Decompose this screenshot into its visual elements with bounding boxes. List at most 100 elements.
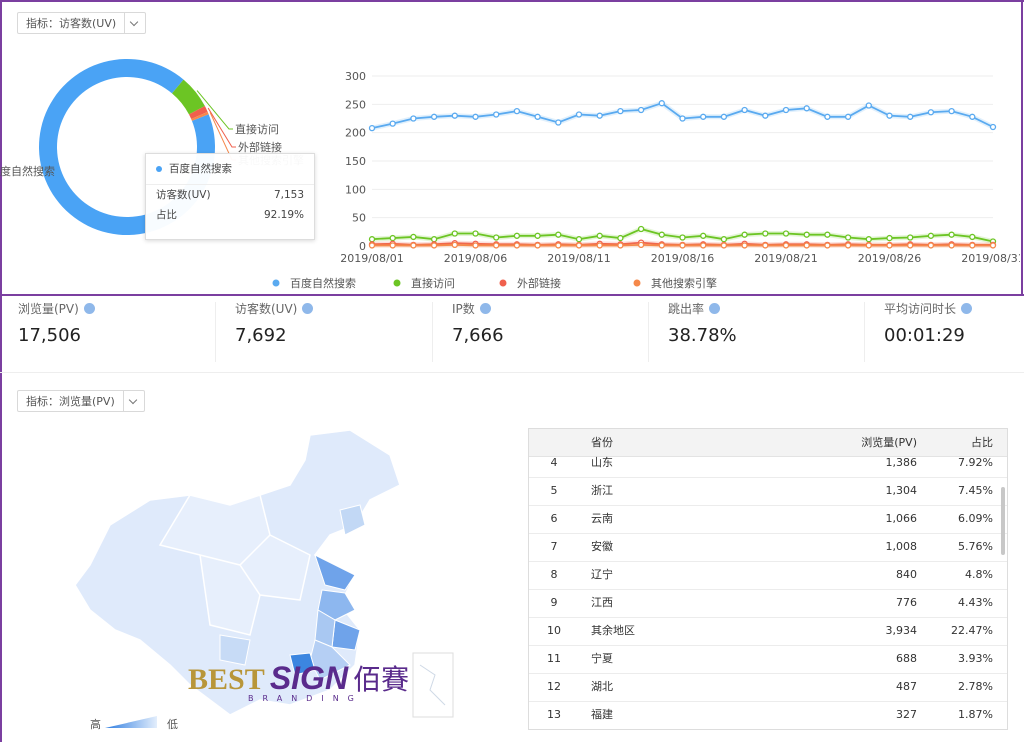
table-cell: 浙江 xyxy=(591,484,613,497)
table-row: 5 浙江 1,304 7.45% xyxy=(529,477,1007,506)
logo-sub: BRANDING xyxy=(248,694,363,703)
map-province xyxy=(158,494,311,636)
y-tick-label: 100 xyxy=(345,183,366,196)
point xyxy=(865,242,872,249)
slice-label: 百度自然搜索 xyxy=(0,164,55,178)
help-icon xyxy=(479,303,491,314)
point xyxy=(368,124,376,132)
leader-line xyxy=(196,90,233,130)
tooltip-key: 访客数(UV) xyxy=(156,189,211,201)
divider xyxy=(0,372,1024,373)
point xyxy=(741,231,748,238)
selector-text: 指标：浏览量(PV) xyxy=(18,391,124,411)
table-cell: 6 xyxy=(550,512,558,525)
point xyxy=(658,242,665,249)
stat-value: 00:01:29 xyxy=(884,325,965,346)
logo-cn: 佰賽 xyxy=(353,663,410,696)
point xyxy=(907,242,914,249)
point xyxy=(700,242,707,249)
point xyxy=(451,230,458,237)
x-tick-label: 2019/08/26 xyxy=(858,252,921,265)
table-cell: 福建 xyxy=(591,708,613,721)
point xyxy=(865,102,872,109)
donut-slice xyxy=(191,111,209,121)
point xyxy=(472,113,479,120)
table-cell: 1,386 xyxy=(885,456,918,469)
table-cell: 1,304 xyxy=(885,484,918,497)
table-header: 省份 浏览量(PV) 占比 xyxy=(529,429,1007,457)
point xyxy=(513,242,521,249)
legend-label: 外部链接 xyxy=(517,276,561,290)
charts: 百度自然搜索直接访问外部链接其他搜索引擎05010015020025030020… xyxy=(0,59,1020,290)
help-icon xyxy=(83,303,95,314)
frame xyxy=(1021,0,1023,296)
logo-brand: BEST xyxy=(188,663,265,696)
point xyxy=(700,113,707,120)
point xyxy=(617,107,624,115)
point xyxy=(762,242,769,249)
selector-label: 指标： xyxy=(26,17,59,30)
point xyxy=(596,112,603,119)
inset-islands xyxy=(419,664,446,706)
map-metric-selector[interactable]: 指标：浏览量(PV) xyxy=(17,390,145,412)
point xyxy=(886,112,893,119)
frame xyxy=(0,0,2,742)
legend-gradient xyxy=(105,716,157,728)
legend-swatch xyxy=(499,279,507,287)
table-cell: 13 xyxy=(547,708,561,721)
table-cell: 8 xyxy=(550,568,558,581)
point xyxy=(824,113,831,120)
selector-label: 指标： xyxy=(26,395,59,408)
point xyxy=(803,242,810,249)
point xyxy=(886,234,893,242)
point xyxy=(596,232,603,239)
legend-label: 直接访问 xyxy=(411,276,455,290)
point xyxy=(575,242,583,249)
metric-selector[interactable]: 指标：访客数(UV) xyxy=(17,12,147,34)
point xyxy=(555,119,562,126)
stat-label: 浏览量(PV) xyxy=(18,302,79,316)
point xyxy=(803,231,810,238)
point xyxy=(658,100,665,107)
y-tick-label: 50 xyxy=(352,212,366,225)
point xyxy=(762,230,769,237)
point xyxy=(989,242,997,249)
point xyxy=(679,242,686,249)
x-tick-label: 2019/08/31 xyxy=(961,252,1020,265)
point xyxy=(451,241,458,249)
point xyxy=(948,107,955,115)
point xyxy=(762,112,769,119)
stat-value: 7,692 xyxy=(235,325,287,346)
point xyxy=(430,236,438,243)
table-cell: 22.47% xyxy=(951,624,993,637)
column-header: 浏览量(PV) xyxy=(861,436,917,449)
x-tick-label: 2019/08/06 xyxy=(444,252,507,265)
leader-line xyxy=(207,107,236,148)
table-cell: 327 xyxy=(896,708,917,721)
column-header: 省份 xyxy=(591,436,613,449)
x-tick-label: 2019/08/21 xyxy=(754,252,817,265)
y-tick-label: 200 xyxy=(345,127,366,140)
point xyxy=(472,230,479,237)
stat: 访客数(UV) 7,692 xyxy=(235,300,314,346)
point xyxy=(741,106,748,114)
table-cell: 其余地区 xyxy=(591,624,635,637)
table-cell: 776 xyxy=(896,596,917,609)
tooltip-row: 占比 92.19% xyxy=(146,205,314,225)
help-icon xyxy=(302,303,314,314)
point xyxy=(989,123,997,131)
point xyxy=(410,233,417,241)
stat-label-row: 访客数(UV) xyxy=(235,300,314,317)
province-table: 省份 浏览量(PV) 占比 4 山东 1,386 7.92% 5 浙江 1,304 7.45%… xyxy=(528,428,1008,730)
inset-box xyxy=(412,652,454,718)
table-cell: 11 xyxy=(547,652,561,665)
legend-label: 百度自然搜索 xyxy=(290,276,356,290)
point xyxy=(948,242,955,249)
y-tick-label: 150 xyxy=(345,155,366,168)
point xyxy=(969,113,976,120)
point xyxy=(907,234,914,241)
point xyxy=(617,242,624,249)
point xyxy=(844,113,852,120)
table-cell: 辽宁 xyxy=(591,568,613,581)
